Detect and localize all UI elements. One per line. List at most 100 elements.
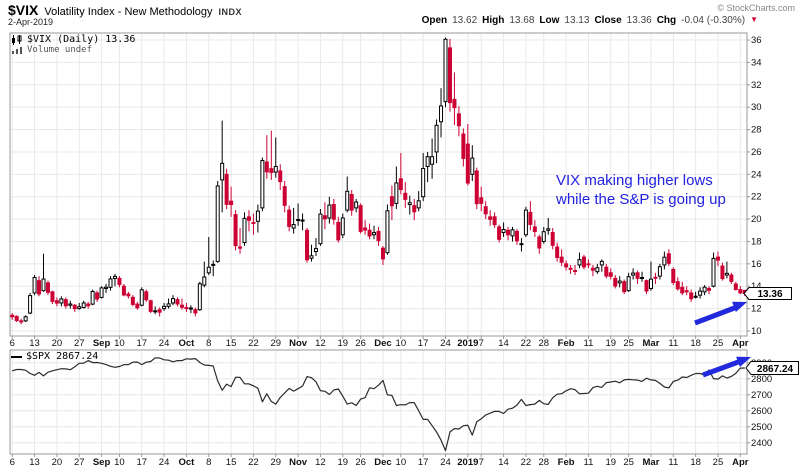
y-axis-label: 12 <box>751 304 762 315</box>
x-axis-label: 13 <box>29 338 40 349</box>
candle-body <box>613 277 618 287</box>
candle-body <box>112 275 117 279</box>
vix-legend: $VIX (Daily) 13.36 <box>11 34 135 45</box>
candle-body <box>32 276 37 294</box>
y-axis-label: 32 <box>751 80 762 91</box>
candle-body <box>684 290 689 293</box>
x-axis-label: 19 <box>337 457 348 468</box>
candle-body <box>95 292 100 300</box>
spx-price-tag: 2867.24 <box>745 361 799 375</box>
y-axis-label: 30 <box>751 102 762 113</box>
price-tag-box <box>745 361 799 375</box>
vix-last-price: 13.36 <box>757 289 782 300</box>
x-axis-label: 2019 <box>457 457 478 468</box>
candle-body <box>514 230 519 242</box>
x-axis-label: Dec <box>374 457 391 468</box>
candle-body <box>474 170 479 205</box>
y-axis-label: 26 <box>751 147 762 158</box>
candle-body <box>372 232 377 236</box>
x-axis-label: 24 <box>440 457 451 468</box>
candle-body <box>506 229 511 236</box>
candle-body <box>282 186 287 206</box>
chg-label: Chg <box>656 15 677 26</box>
x-axis-label: 6 <box>10 457 15 468</box>
candle-body <box>711 257 716 287</box>
copyright-label: © StockCharts.com <box>717 3 795 13</box>
x-axis-label: 11 <box>583 457 593 468</box>
candle-body <box>162 305 167 310</box>
candle-body <box>715 256 720 261</box>
x-axis-label: 26 <box>355 457 366 468</box>
x-axis-label: 22 <box>521 338 532 349</box>
candle-body <box>37 280 42 295</box>
x-axis-label: 19 <box>337 338 348 349</box>
candle-body <box>117 277 122 285</box>
spx-line-panel: 2900280027002600250024006132027Sep101724… <box>9 349 772 468</box>
candle-body <box>412 205 417 213</box>
exchange-label: INDX <box>218 7 243 17</box>
x-axis-label: 14 <box>498 338 509 349</box>
x-axis-label: 7 <box>479 457 484 468</box>
candle-body <box>296 219 301 222</box>
plot-border <box>9 349 748 455</box>
candle-body <box>50 291 55 302</box>
candle-body <box>363 227 368 231</box>
candle-body <box>153 310 158 313</box>
candle-body <box>617 280 622 284</box>
open-label: Open <box>421 15 448 26</box>
candle-body <box>555 246 560 258</box>
candle-body <box>662 256 667 266</box>
x-axis-label: 28 <box>538 457 549 468</box>
candle-body <box>278 170 283 183</box>
candle-body <box>349 193 354 211</box>
spx-going-up-arrow <box>702 356 751 378</box>
candle-body <box>354 201 359 209</box>
y-axis-label: 16 <box>751 259 762 270</box>
y-axis-label: 2700 <box>751 390 772 401</box>
x-axis-label: 18 <box>690 338 701 349</box>
candle-body <box>68 303 73 306</box>
x-axis-label: 10 <box>396 338 407 349</box>
candle-body <box>148 300 153 312</box>
candle-body <box>421 167 426 198</box>
candle-body <box>121 285 126 296</box>
candle-body <box>90 290 95 305</box>
candle-body <box>394 182 399 204</box>
candle-body <box>188 307 193 310</box>
candle-body <box>206 266 211 274</box>
candle-body <box>573 270 578 273</box>
x-axis-label: 8 <box>206 457 211 468</box>
candle-body <box>635 272 640 279</box>
candle-body <box>233 214 238 247</box>
candle-body <box>77 306 82 310</box>
candle-body <box>653 276 658 279</box>
x-axis-label: 13 <box>29 457 40 468</box>
candle-body <box>340 217 345 236</box>
candle-body <box>443 38 448 103</box>
x-axis-label: 25 <box>713 457 724 468</box>
candle-body <box>385 210 390 254</box>
candle-body <box>479 197 484 204</box>
candle-body <box>327 204 332 219</box>
candle-body <box>675 281 680 290</box>
close-label: Close <box>594 15 622 26</box>
open-value: 13.62 <box>452 15 478 26</box>
candle-body <box>729 274 734 282</box>
candle-body <box>197 283 202 311</box>
candle-body <box>184 306 189 310</box>
candle-body <box>175 299 180 305</box>
spx-line <box>12 357 745 452</box>
candle-body <box>376 230 381 242</box>
y-axis-label: 14 <box>751 281 762 292</box>
candle-body <box>45 282 50 293</box>
x-axis-label: 20 <box>52 338 63 349</box>
candle-body <box>322 215 327 220</box>
low-value: 13.13 <box>564 15 590 26</box>
candle-body <box>541 231 546 242</box>
vix-higher-lows-arrow <box>694 301 747 326</box>
candle-body <box>604 266 609 277</box>
volume-legend: Volume undef <box>11 45 92 55</box>
candle-body <box>599 260 604 266</box>
candle-body <box>631 272 636 276</box>
